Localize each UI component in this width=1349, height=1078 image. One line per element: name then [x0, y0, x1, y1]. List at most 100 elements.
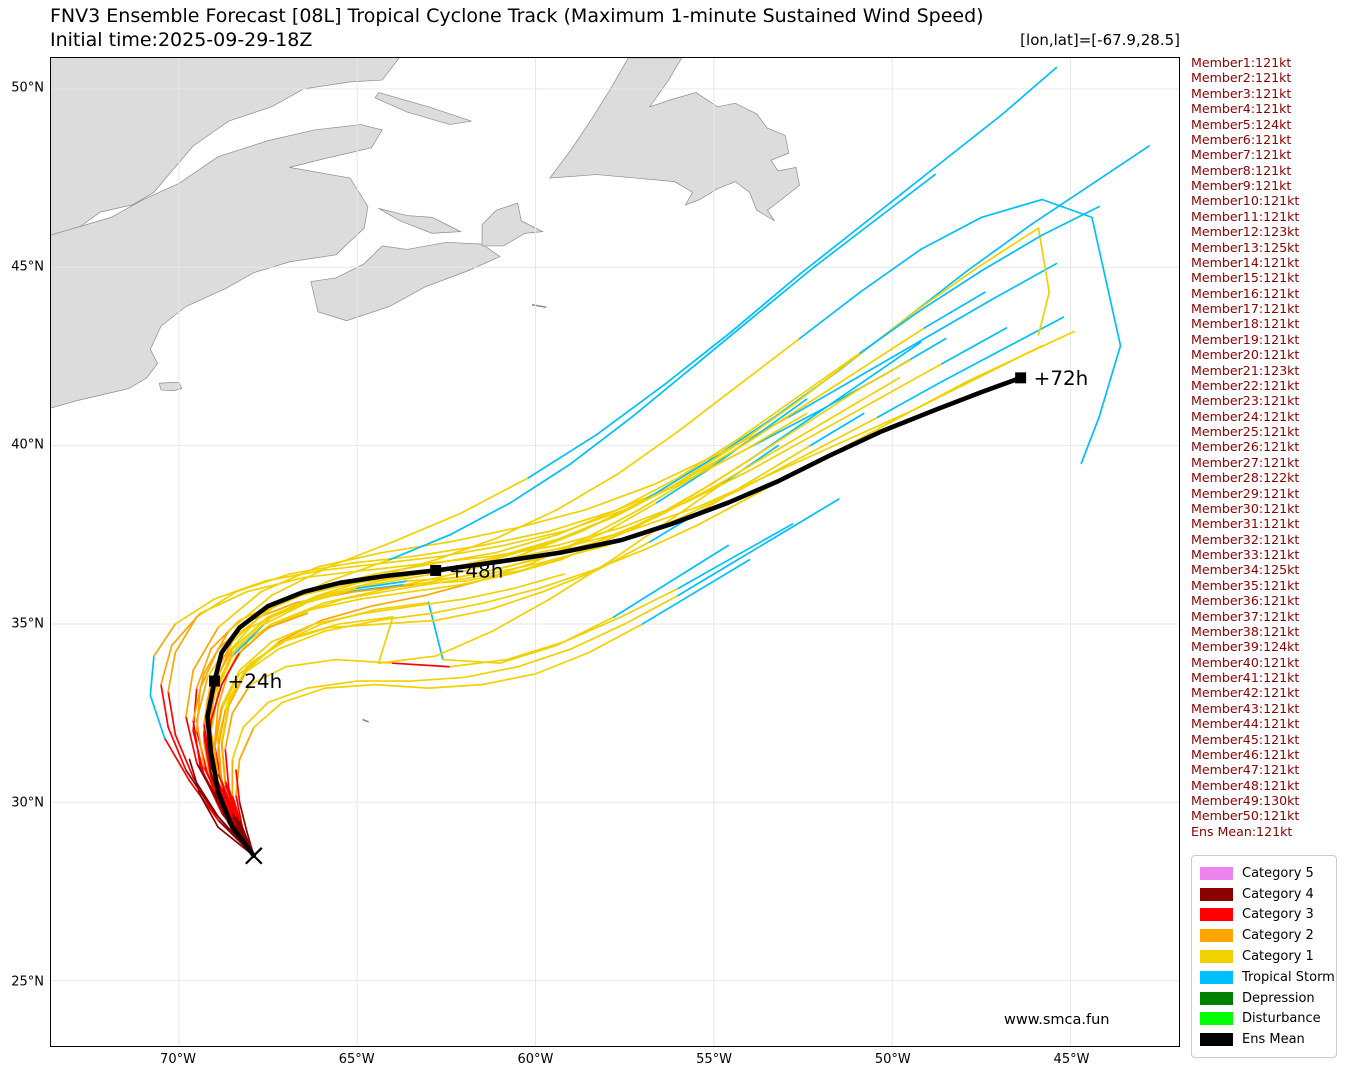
member-track-segment	[859, 248, 922, 294]
forecast-hour-marker	[430, 564, 442, 576]
member-track-segment	[941, 327, 1008, 365]
member-track-segment	[638, 476, 694, 511]
member-track-segment	[224, 783, 241, 825]
member-track-segment	[499, 644, 558, 665]
member-track	[202, 205, 1100, 857]
member-wind-item: Member33:121kt	[1191, 547, 1300, 562]
member-track-segment	[413, 598, 466, 607]
member-wind-item: Member43:121kt	[1191, 700, 1300, 716]
member-track-segment	[463, 665, 519, 679]
member-wind-item: Member35:121kt	[1191, 577, 1300, 593]
member-track-segment	[381, 541, 451, 554]
ensemble-mean-track	[205, 375, 1023, 859]
member-track-segment	[242, 648, 280, 675]
legend-label: Tropical Storm	[1242, 969, 1335, 985]
legend-row: Category 3	[1200, 905, 1327, 926]
member-track-segment	[659, 483, 712, 515]
member-wind-item: Member24:121kt	[1191, 408, 1300, 424]
member-track-segment	[227, 594, 273, 632]
member-track-segment	[588, 623, 644, 654]
member-track-segment	[873, 173, 936, 222]
member-track-segment	[470, 562, 541, 579]
member-track-segment	[709, 451, 762, 486]
member-wind-item: Member28:122kt	[1191, 470, 1300, 486]
member-track-segment	[231, 683, 252, 715]
member-track-segment	[459, 476, 530, 515]
member-wind-item: Member50:121kt	[1191, 808, 1300, 824]
forecast-hour-label: +72h	[1034, 366, 1089, 390]
member-track-segment	[912, 380, 969, 411]
member-track-segment	[556, 508, 619, 536]
member-track-segment	[730, 530, 787, 565]
legend-label: Disturbance	[1242, 1011, 1321, 1027]
member-wind-item: Member16:121kt	[1191, 285, 1300, 301]
member-track-segment	[919, 216, 983, 251]
member-track-segment	[345, 583, 405, 593]
member-track-segment	[488, 590, 544, 611]
member-track-segment	[409, 676, 466, 682]
member-track-segment	[213, 580, 266, 600]
member-track-segment	[516, 648, 573, 668]
member-track-segment	[620, 587, 680, 618]
member-track-segment	[409, 583, 462, 593]
member-track-segment	[388, 533, 451, 561]
member-track-segment	[392, 512, 462, 543]
member-track-segment	[285, 658, 337, 668]
member-track-segment	[263, 569, 323, 582]
member-wind-item: Member26:121kt	[1191, 439, 1300, 455]
member-wind-item: Member4:121kt	[1191, 101, 1292, 117]
member-track-segment	[755, 444, 812, 479]
member-track-segment	[556, 526, 623, 547]
member-track-segment	[442, 658, 501, 665]
member-track-segment	[324, 683, 376, 689]
member-track-segment	[163, 737, 191, 782]
member-track-segment	[374, 683, 430, 689]
member-track-segment	[174, 733, 195, 779]
member-track-segment	[534, 651, 590, 675]
member-track-segment	[199, 590, 248, 615]
member-wind-item: Member12:123kt	[1191, 224, 1300, 240]
member-track-segment	[363, 605, 416, 615]
member-track-segment	[167, 651, 177, 693]
member-track-segment	[377, 612, 434, 622]
member-track-segment	[456, 566, 508, 579]
member-track-segment	[1098, 344, 1122, 418]
member-track-segment	[663, 330, 733, 386]
member-track-segment	[338, 616, 394, 625]
legend-label: Category 4	[1242, 886, 1314, 902]
member-track-segment	[235, 616, 273, 650]
member-track-segment	[805, 380, 865, 422]
member-track-segment	[270, 601, 326, 625]
member-wind-item: Member3:121kt	[1191, 85, 1292, 101]
member-track-segment	[427, 683, 483, 689]
member-track-segment	[752, 409, 822, 447]
forecast-hour-marker	[209, 675, 221, 687]
legend-swatch	[1200, 991, 1233, 1005]
member-track-segment	[730, 273, 801, 333]
member-track-segment	[270, 594, 323, 618]
member-track-segment	[677, 562, 733, 597]
member-wind-item: Member22:121kt	[1191, 377, 1300, 393]
member-track-segment	[374, 601, 430, 611]
member-track-segment	[185, 669, 195, 718]
land-polygon	[158, 381, 183, 392]
sable-island-island	[531, 303, 547, 309]
member-track-segment	[755, 398, 808, 436]
member-track-segment	[759, 419, 812, 454]
member-track-segment	[356, 580, 408, 590]
member-track-segment	[777, 412, 840, 451]
member-track-segment	[645, 459, 712, 500]
member-track-segment	[195, 676, 209, 722]
legend-row: Category 5	[1200, 863, 1327, 884]
member-track-segment	[481, 530, 551, 547]
member-track-segment	[509, 462, 573, 504]
member-track-segment	[613, 580, 672, 618]
member-track-segment	[866, 166, 936, 222]
member-track-segment	[199, 794, 219, 829]
member-track-segment	[281, 687, 326, 704]
member-track-segment	[584, 508, 640, 540]
map-plot-area: +24h +48h +72h	[50, 57, 1180, 1047]
member-track	[192, 66, 1058, 857]
member-track-segment	[281, 626, 330, 643]
member-track-segment	[941, 348, 1004, 383]
